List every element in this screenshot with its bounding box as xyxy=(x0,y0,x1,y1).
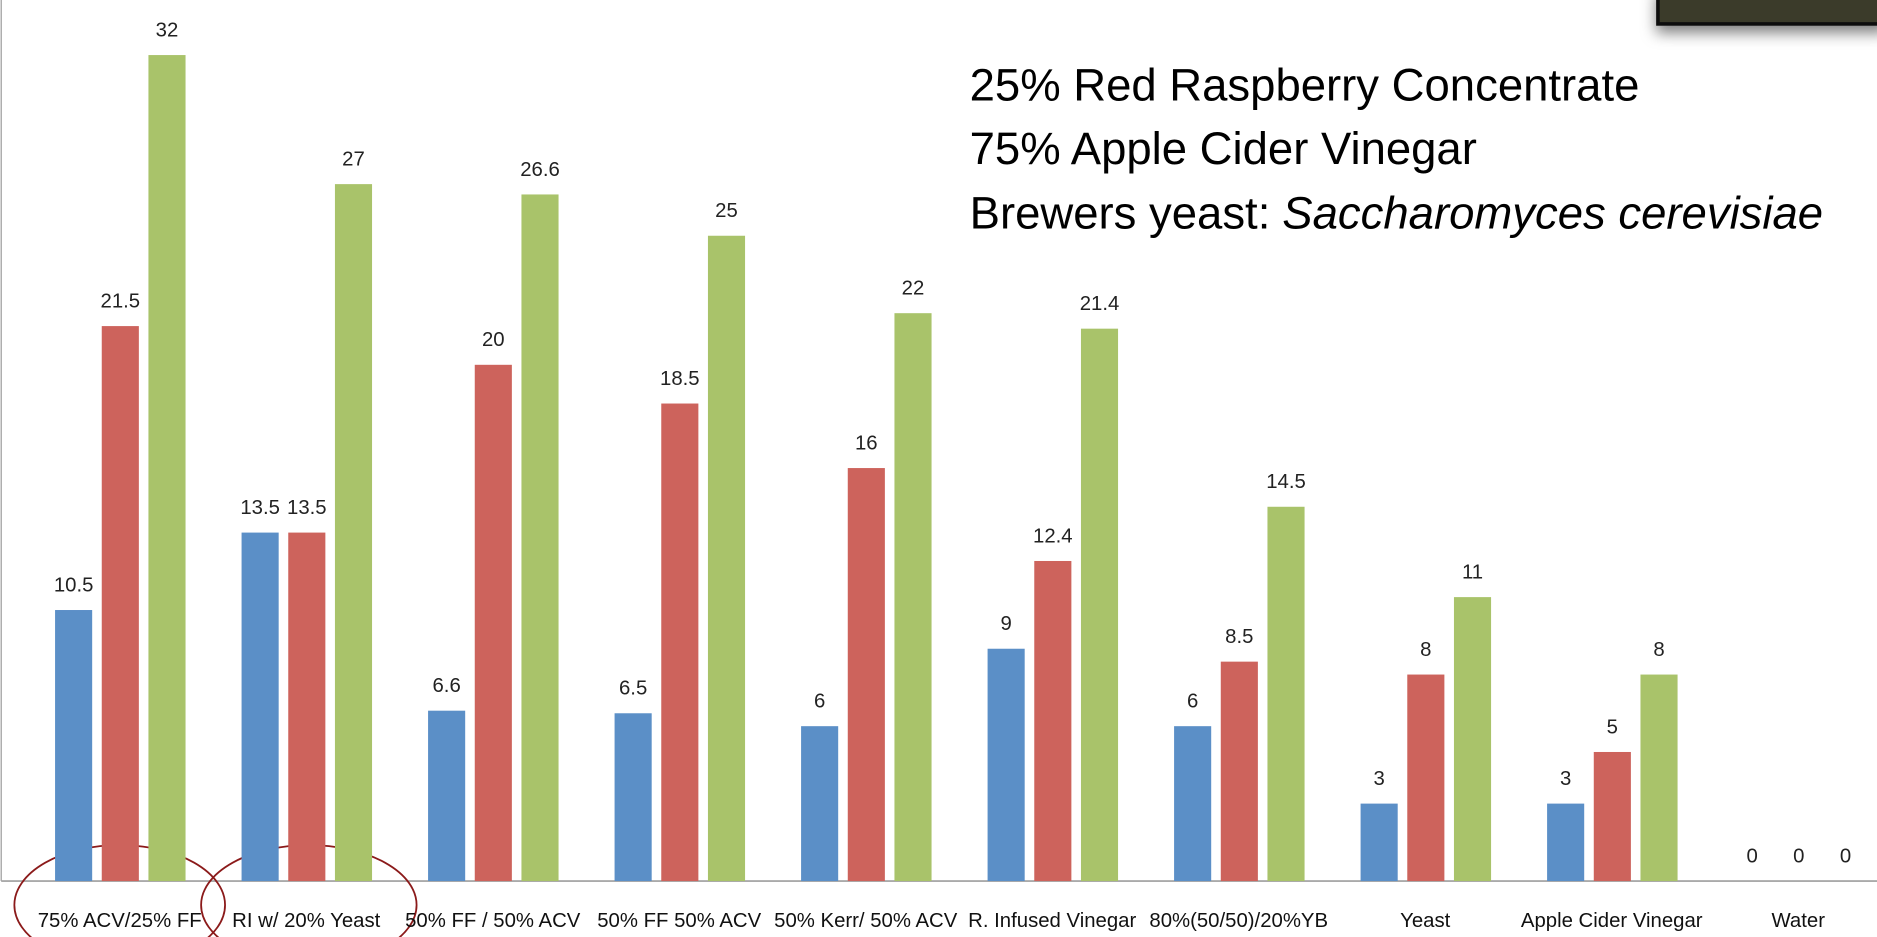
value-label: 13.5 xyxy=(287,497,327,519)
x-tick-label: RI w/ 20% Yeast xyxy=(232,910,380,932)
value-label: 5 xyxy=(1607,716,1618,738)
value-label: 8.5 xyxy=(1225,626,1253,648)
x-tick-label: 80%(50/50)/20%YB xyxy=(1149,910,1328,932)
value-label: 14.5 xyxy=(1266,471,1306,493)
value-label: 6.6 xyxy=(432,675,460,697)
bar xyxy=(1220,661,1258,882)
annotation-species: Saccharomyces cerevisiae xyxy=(1282,188,1823,239)
bar xyxy=(474,364,512,882)
bar xyxy=(661,403,699,882)
bar xyxy=(1453,597,1492,882)
value-label: 11 xyxy=(1462,562,1483,584)
value-label: 6 xyxy=(814,691,825,713)
bar xyxy=(521,194,559,882)
bar xyxy=(1034,560,1072,882)
annotation-prefix: Brewers yeast: xyxy=(970,188,1271,239)
value-label: 0 xyxy=(1746,845,1757,867)
bar xyxy=(1360,803,1398,882)
x-tick-label: 50% FF 50% ACV xyxy=(597,910,761,932)
value-label: 9 xyxy=(1000,613,1011,635)
bar xyxy=(894,313,932,882)
value-label: 10.5 xyxy=(54,574,94,596)
bar xyxy=(428,710,466,882)
bar xyxy=(847,468,885,882)
bar xyxy=(1267,506,1305,882)
x-tick-label: R. Infused Vinegar xyxy=(968,910,1136,932)
annotation: 25% Red Raspberry Concentrate xyxy=(970,60,1640,111)
value-label: 13.5 xyxy=(240,497,280,519)
value-label: 8 xyxy=(1653,639,1664,661)
value-label: 0 xyxy=(1840,845,1851,867)
bar xyxy=(987,648,1025,882)
x-tick-label: 75% ACV/25% FF xyxy=(38,910,202,932)
bar xyxy=(707,235,746,882)
x-tick-label: 50% Kerr/ 50% ACV xyxy=(774,910,958,932)
bar xyxy=(1174,726,1212,882)
bar xyxy=(288,532,326,882)
value-label: 6 xyxy=(1187,691,1198,713)
value-label: 3 xyxy=(1373,768,1384,790)
value-label: 27 xyxy=(342,149,365,171)
bar xyxy=(801,726,839,882)
bar xyxy=(1593,751,1631,882)
value-label: 12.4 xyxy=(1033,525,1073,547)
value-label: 0 xyxy=(1793,845,1804,867)
annotation: Brewers yeast: Saccharomyces cerevisiae xyxy=(970,188,1823,239)
bar xyxy=(334,184,373,882)
x-tick-label: Yeast xyxy=(1400,910,1451,932)
value-label: 3 xyxy=(1560,768,1571,790)
value-label: 21.4 xyxy=(1080,293,1120,315)
value-label: 8 xyxy=(1420,639,1431,661)
value-label: 16 xyxy=(855,432,878,454)
bar xyxy=(1640,674,1678,882)
value-label: 32 xyxy=(156,19,179,41)
annotation: 75% Apple Cider Vinegar xyxy=(970,123,1477,174)
x-tick-label: Apple Cider Vinegar xyxy=(1521,910,1703,932)
bar xyxy=(1080,328,1119,882)
value-label: 6.5 xyxy=(619,678,647,700)
value-label: 18.5 xyxy=(660,368,700,390)
bar xyxy=(241,532,279,882)
x-tick-label: Water xyxy=(1771,910,1825,932)
value-label: 25 xyxy=(715,200,738,222)
bar xyxy=(101,326,139,882)
value-label: 21.5 xyxy=(101,291,141,313)
photo-corner xyxy=(1656,0,1877,26)
value-label: 22 xyxy=(902,278,925,300)
bar xyxy=(55,610,93,882)
value-label: 26.6 xyxy=(520,159,560,181)
bar xyxy=(614,713,652,882)
x-tick-label: 50% FF / 50% ACV xyxy=(405,910,581,932)
bar xyxy=(1547,803,1585,882)
bar xyxy=(148,55,186,882)
value-label: 20 xyxy=(482,329,505,351)
bar xyxy=(1407,674,1445,882)
